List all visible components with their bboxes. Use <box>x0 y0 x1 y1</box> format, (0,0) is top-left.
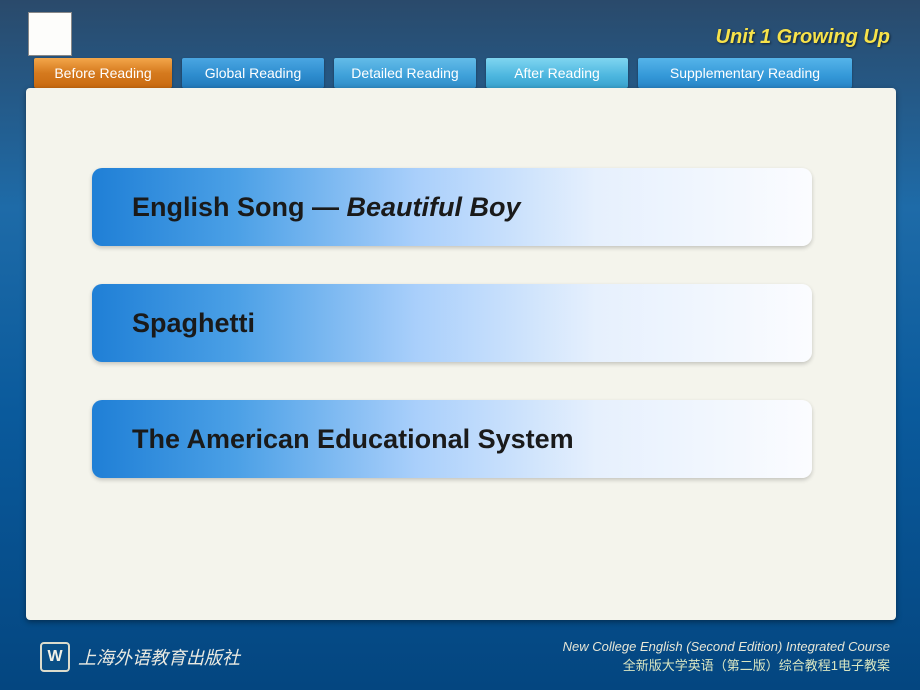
song-title-italic: Beautiful Boy <box>347 192 521 222</box>
tab-after-reading[interactable]: After Reading <box>486 58 628 88</box>
tab-global-reading[interactable]: Global Reading <box>182 58 324 88</box>
item-spaghetti-text: Spaghetti <box>132 308 255 339</box>
footer-course-info: New College English (Second Edition) Int… <box>563 638 890 676</box>
tab-detailed-reading[interactable]: Detailed Reading <box>334 58 476 88</box>
publisher-block: W 上海外语教育出版社 <box>40 642 240 672</box>
top-bar: Unit 1 Growing Up <box>0 0 920 52</box>
footer: W 上海外语教育出版社 New College English (Second … <box>0 628 920 690</box>
tab-supplementary-reading[interactable]: Supplementary Reading <box>638 58 852 88</box>
item-spaghetti[interactable]: Spaghetti <box>92 284 812 362</box>
tab-before-reading[interactable]: Before Reading <box>34 58 172 88</box>
logo-placeholder <box>28 12 72 56</box>
course-name-en: New College English (Second Edition) Int… <box>563 638 890 657</box>
tab-bar: Before Reading Global Reading Detailed R… <box>34 58 852 88</box>
publisher-badge-icon: W <box>40 642 70 672</box>
course-name-cn: 全新版大学英语（第二版）综合教程1电子教案 <box>563 657 890 676</box>
item-english-song[interactable]: English Song — Beautiful Boy <box>92 168 812 246</box>
content-panel: English Song — Beautiful Boy Spaghetti T… <box>26 88 896 620</box>
song-prefix: English Song — <box>132 192 347 222</box>
item-american-education[interactable]: The American Educational System <box>92 400 812 478</box>
unit-title: Unit 1 Growing Up <box>716 26 890 49</box>
item-english-song-text: English Song — Beautiful Boy <box>132 192 521 223</box>
publisher-name-cn: 上海外语教育出版社 <box>78 644 240 670</box>
item-american-education-text: The American Educational System <box>132 424 574 455</box>
